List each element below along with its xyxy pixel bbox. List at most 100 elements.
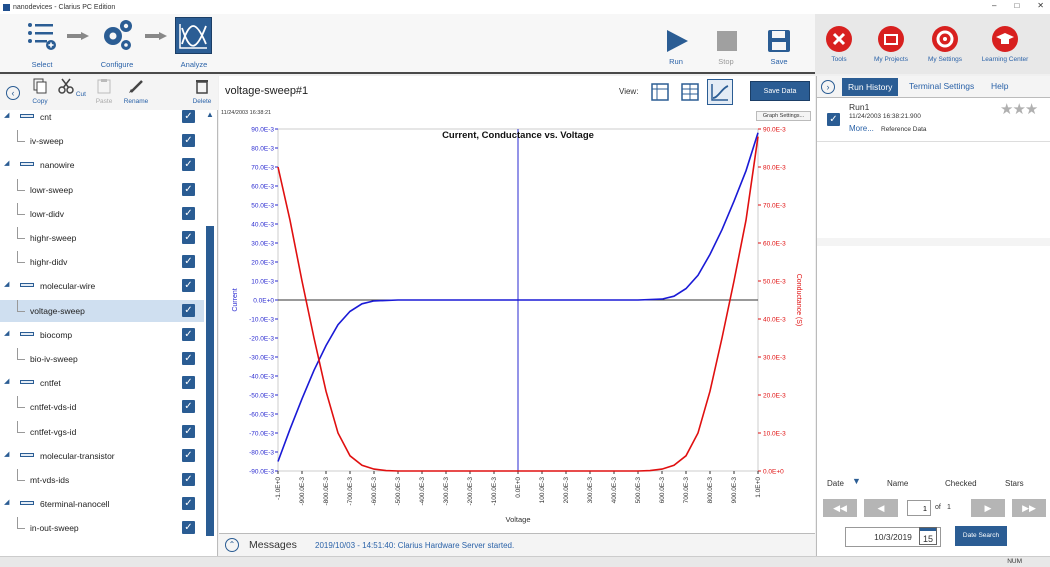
cut-label: Cut (75, 91, 86, 98)
minimize-button[interactable]: – (992, 1, 997, 10)
cut-button[interactable]: Cut (57, 78, 87, 98)
tree-test-node[interactable]: mt-vds-ids ✓ (0, 469, 204, 491)
tree-device-node[interactable]: ◢ molecular-transistor ✓ (0, 445, 204, 467)
tree-checkbox[interactable]: ✓ (182, 473, 195, 486)
tree-checkbox[interactable]: ✓ (182, 110, 195, 123)
date-field[interactable]: 10/3/2019 (845, 527, 941, 547)
tree-test-node[interactable]: voltage-sweep ✓ (0, 299, 204, 322)
tab-run-history[interactable]: Run History (842, 78, 899, 96)
expand-panel-button[interactable]: › (821, 80, 835, 94)
first-page-button[interactable]: ◀◀ (823, 499, 857, 517)
analyze-icon (175, 17, 212, 54)
collapse-triangle-icon[interactable]: ◢ (4, 160, 10, 168)
delete-button[interactable]: Delete (187, 78, 217, 105)
tree-checkbox[interactable]: ✓ (182, 400, 195, 414)
maximize-button[interactable]: □ (1014, 1, 1020, 10)
y-right-tick-label: 80.0E-3 (763, 165, 786, 172)
status-bar: NUM (0, 556, 1050, 567)
tree-checkbox[interactable]: ✓ (182, 352, 195, 365)
star-rating[interactable]: ★★★ (1000, 101, 1038, 118)
rename-button[interactable]: Rename (121, 78, 151, 105)
tree-test-node[interactable]: in-out-sweep ✓ (0, 517, 204, 539)
collapse-triangle-icon[interactable]: ◢ (4, 378, 10, 386)
collapse-triangle-icon[interactable]: ◢ (4, 112, 10, 119)
x-tick-label: 1.0E+0 (755, 477, 762, 498)
tree-device-node[interactable]: ◢ nanowire ✓ (0, 154, 204, 176)
prev-page-button[interactable]: ◀ (864, 499, 898, 517)
tree-test-node[interactable]: lowr-didv ✓ (0, 202, 204, 225)
tab-help[interactable]: Help (991, 81, 1009, 91)
configure-button[interactable]: Configure (92, 18, 142, 72)
scroll-up-icon[interactable]: ▲ (206, 110, 214, 119)
sort-date[interactable]: Date (827, 479, 844, 488)
copy-icon (33, 78, 47, 94)
graph-settings-button[interactable]: Graph Settings... (756, 111, 811, 121)
sort-checked[interactable]: Checked (945, 479, 977, 488)
select-button[interactable]: Select (18, 18, 66, 72)
tree-node-label: lowr-didv (30, 208, 65, 219)
run-checkbox[interactable]: ✓ (827, 113, 840, 126)
tree-test-node[interactable]: bio-iv-sweep ✓ (0, 348, 204, 370)
stop-button[interactable]: Stop (710, 26, 742, 70)
project-tree: ◢ cnt ✓ iv-sweep ✓ ◢ nanowire ✓ lowr-sweep ✓ lowr-… (0, 110, 204, 560)
tree-checkbox[interactable]: ✓ (182, 231, 195, 244)
tree-checkbox[interactable]: ✓ (182, 158, 195, 172)
save-button[interactable]: Save (763, 26, 795, 70)
collapse-panel-button[interactable]: ‹ (6, 86, 20, 100)
last-page-button[interactable]: ▶▶ (1012, 499, 1046, 517)
sort-name[interactable]: Name (887, 479, 909, 488)
tree-checkbox[interactable]: ✓ (182, 497, 195, 511)
collapse-triangle-icon[interactable]: ◢ (4, 329, 10, 337)
more-link[interactable]: More... (849, 124, 874, 133)
tree-test-node[interactable]: cntfet-vgs-id ✓ (0, 420, 204, 443)
tree-device-node[interactable]: ◢ cntfet ✓ (0, 372, 204, 394)
tree-checkbox[interactable]: ✓ (182, 279, 195, 293)
save-data-button[interactable]: Save Data (750, 81, 810, 101)
graph-view-button[interactable] (707, 79, 733, 105)
tree-device-node[interactable]: ◢ biocomp ✓ (0, 324, 204, 346)
tree-test-node[interactable]: cntfet-vds-id ✓ (0, 396, 204, 418)
calendar-button[interactable]: 15 (919, 527, 937, 545)
tree-checkbox[interactable]: ✓ (182, 424, 195, 438)
tree-checkbox[interactable]: ✓ (182, 255, 195, 269)
tab-terminal-settings[interactable]: Terminal Settings (909, 81, 975, 91)
tree-device-node[interactable]: ◢ 6terminal-nanocell ✓ (0, 493, 204, 515)
sheet-view-icon[interactable] (649, 81, 671, 103)
sort-stars[interactable]: Stars (1005, 479, 1024, 488)
tree-checkbox[interactable]: ✓ (182, 376, 195, 390)
tree-checkbox[interactable]: ✓ (182, 206, 195, 220)
copy-button[interactable]: Copy (25, 78, 55, 105)
run-button[interactable]: Run (660, 26, 692, 70)
sort-down-icon[interactable]: ▼ (852, 476, 861, 486)
date-search-button[interactable]: Date Search (955, 526, 1007, 546)
tree-test-node[interactable]: iv-sweep ✓ (0, 130, 204, 152)
collapse-triangle-icon[interactable]: ◢ (4, 281, 10, 289)
tree-device-node[interactable]: ◢ molecular-wire ✓ (0, 275, 204, 297)
tree-device-node[interactable]: ◢ cnt ✓ (0, 106, 204, 128)
scrollbar-thumb[interactable] (206, 226, 214, 536)
collapse-triangle-icon[interactable]: ◢ (4, 450, 10, 458)
stop-icon (717, 31, 737, 51)
tree-test-node[interactable]: highr-sweep ✓ (0, 227, 204, 249)
tree-checkbox[interactable]: ✓ (182, 182, 195, 196)
table-view-icon[interactable] (679, 81, 701, 103)
y-left-tick-label: 90.0E-3 (251, 127, 274, 134)
run-row[interactable]: ✓ Run1 11/24/2003 16:38:21.900 More... R… (817, 100, 1050, 142)
tree-checkbox[interactable]: ✓ (182, 303, 195, 317)
x-tick-label: 300.0E-3 (587, 477, 594, 504)
y-right-tick-label: 40.0E-3 (763, 317, 786, 324)
expand-messages-button[interactable]: ⌃ (225, 538, 239, 552)
tree-test-node[interactable]: highr-didv ✓ (0, 251, 204, 273)
tree-checkbox[interactable]: ✓ (182, 448, 195, 462)
tree-checkbox[interactable]: ✓ (182, 327, 195, 341)
tree-checkbox[interactable]: ✓ (182, 134, 195, 148)
collapse-triangle-icon[interactable]: ◢ (4, 499, 10, 507)
close-button[interactable]: ✕ (1037, 1, 1044, 10)
x-tick-label: -600.0E-3 (371, 477, 378, 506)
paste-button[interactable]: Paste (89, 78, 119, 105)
tree-node-label: 6terminal-nanocell (40, 499, 110, 510)
tree-checkbox[interactable]: ✓ (182, 521, 195, 535)
tree-test-node[interactable]: lowr-sweep ✓ (0, 178, 204, 201)
next-page-button[interactable]: ▶ (971, 499, 1005, 517)
page-input[interactable]: 1 (907, 500, 931, 516)
